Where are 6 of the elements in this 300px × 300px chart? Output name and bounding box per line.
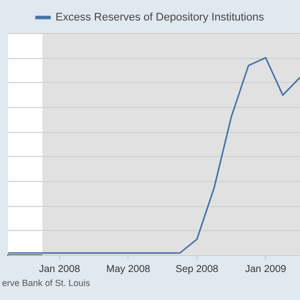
x-tick-label: Jan 2008	[38, 264, 81, 275]
x-tick-label: Jan 2009	[245, 264, 287, 275]
x-tick-label: Sep 2008	[176, 264, 219, 275]
text: erve Bank of St. Louis	[2, 278, 91, 288]
legend-label: Excess Reserves of Depository Institutions	[56, 12, 264, 24]
x-tick-label: May 2008	[106, 264, 151, 275]
